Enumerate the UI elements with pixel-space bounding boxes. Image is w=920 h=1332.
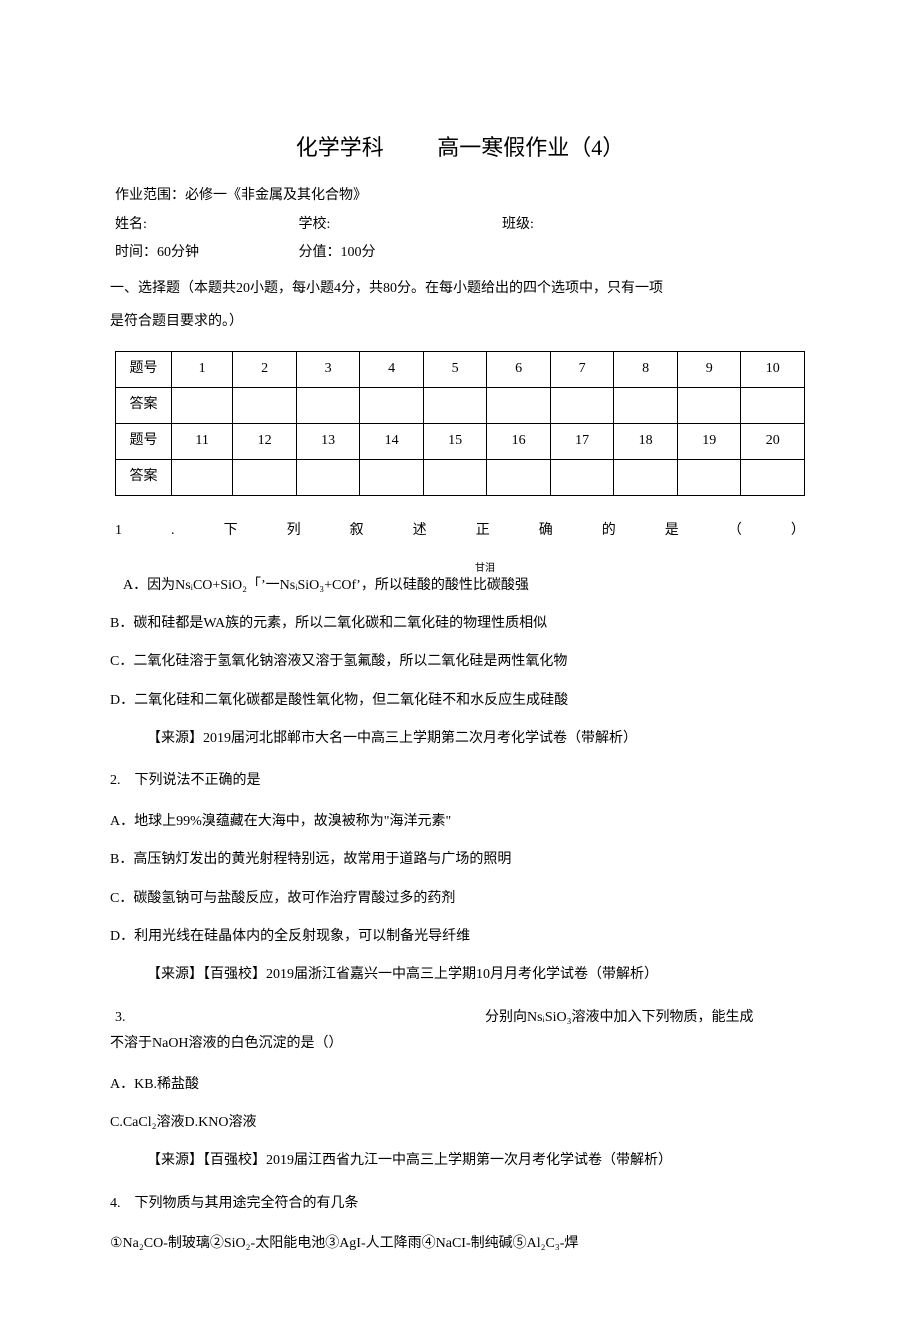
q1-option-b: B．碳和硅都是WA族的元素，所以二氧化碳和二氧化硅的物理性质相似 [110, 613, 805, 635]
cell: 20 [741, 424, 805, 460]
q3-stem-row: 3. 分别向NsᵢSiO₃溶液中加入下列物质，能生成 [115, 1007, 805, 1029]
cell [233, 388, 297, 424]
row-label: 题号 [116, 424, 172, 460]
q1-stem: 1 . 下 列 叙 述 正 确 的 是 （ ） [115, 520, 805, 542]
q1-source: 【来源】2019届河北邯郸市大名一中高三上学期第二次月考化学试卷（带解析） [147, 728, 805, 750]
q2-source: 【来源】【百强校】2019届浙江省嘉兴一中高三上学期10月月考化学试卷（带解析） [147, 964, 805, 986]
q1-option-a: A．因为NsᵢCO+SiO₂「ʼ一NsᵢSiO₃+COfʼ，所以硅酸的酸性比碳酸… [123, 575, 805, 597]
cell [614, 388, 678, 424]
cell: 2 [233, 352, 297, 388]
cell [233, 460, 297, 496]
q3-option-ab: A．KB.稀盐酸 [110, 1074, 805, 1096]
cell [296, 388, 360, 424]
q1-char: ） [791, 520, 805, 542]
q2-option-a: A．地球上99%溴蕴藏在大海中，故溴被称为"海洋元素" [110, 811, 805, 833]
q4-line1: ①Na₂CO‐制玻璃②SiO₂‐太阳能电池③AgI‐人工降雨④NaCI‐制纯碱⑤… [110, 1233, 805, 1255]
cell: 17 [550, 424, 614, 460]
time-label: 时间：60分钟 [115, 242, 295, 264]
cell [296, 460, 360, 496]
class-label: 班级: [502, 214, 534, 236]
cell: 1 [172, 352, 233, 388]
answer-table: 题号 1 2 3 4 5 6 7 8 9 10 答案 题号 11 12 13 1… [115, 351, 805, 496]
cell [360, 388, 424, 424]
cell [423, 388, 487, 424]
table-row: 答案 [116, 460, 805, 496]
q1-option-d: D．二氧化硅和二氧化碳都是酸性氧化物，但二氧化硅不和水反应生成硅酸 [110, 690, 805, 712]
table-row: 答案 [116, 388, 805, 424]
cell: 9 [677, 352, 741, 388]
cell: 13 [296, 424, 360, 460]
cell: 6 [487, 352, 551, 388]
cell: 3 [296, 352, 360, 388]
cell: 15 [423, 424, 487, 460]
title-subject: 化学学科 [296, 130, 384, 165]
title-assignment: 高一寒假作业（4） [437, 130, 624, 165]
cell [487, 460, 551, 496]
cell: 18 [614, 424, 678, 460]
row-label: 答案 [116, 388, 172, 424]
cell [614, 460, 678, 496]
cell: 16 [487, 424, 551, 460]
row-label: 答案 [116, 460, 172, 496]
q1-dot: . [171, 520, 175, 542]
cell [172, 388, 233, 424]
cell [550, 388, 614, 424]
cell [360, 460, 424, 496]
cell: 14 [360, 424, 424, 460]
q3-stem-right: 分别向NsᵢSiO₃溶液中加入下列物质，能生成 [485, 1007, 805, 1029]
cell [741, 460, 805, 496]
cell: 7 [550, 352, 614, 388]
table-row: 题号 1 2 3 4 5 6 7 8 9 10 [116, 352, 805, 388]
cell: 5 [423, 352, 487, 388]
cell: 11 [172, 424, 233, 460]
q1-option-c: C．二氧化硅溶于氢氧化钠溶液又溶于氢氟酸，所以二氧化硅是两性氧化物 [110, 651, 805, 673]
q1-char: 叙 [350, 520, 364, 542]
row-label: 题号 [116, 352, 172, 388]
q1-num: 1 [115, 520, 122, 542]
q3-option-cd: C.CaCl₂溶液D.KNO溶液 [110, 1112, 805, 1134]
cell: 19 [677, 424, 741, 460]
cell: 10 [741, 352, 805, 388]
q1-char: 正 [476, 520, 490, 542]
q3-source: 【来源】【百强校】2019届江西省九江一中高三上学期第一次月考化学试卷（带解析） [147, 1150, 805, 1172]
cell [487, 388, 551, 424]
cell: 12 [233, 424, 297, 460]
q1-char: 述 [413, 520, 427, 542]
table-row: 题号 11 12 13 14 15 16 17 18 19 20 [116, 424, 805, 460]
cell [741, 388, 805, 424]
q1-char: 列 [287, 520, 301, 542]
cell [423, 460, 487, 496]
q2-option-b: B．高压钠灯发出的黄光射程特别远，故常用于道路与广场的照明 [110, 849, 805, 871]
school-label: 学校: [299, 214, 499, 236]
cell [172, 460, 233, 496]
cell: 4 [360, 352, 424, 388]
q2-option-c: C．碳酸氢钠可与盐酸反应，故可作治疗胃酸过多的药剂 [110, 888, 805, 910]
q2-stem: 2. 下列说法不正确的是 [110, 770, 805, 792]
q2-option-d: D．利用光线在硅晶体内的全反射现象，可以制备光导纤维 [110, 926, 805, 948]
scope-line: 作业范围：必修一《非金属及其化合物》 [115, 185, 805, 207]
cell [677, 388, 741, 424]
section-intro-2: 是符合题目要求的。） [110, 311, 805, 333]
q3-num: 3. [115, 1007, 485, 1029]
q4-stem: 4. 下列物质与其用途完全符合的有几条 [110, 1193, 805, 1215]
cell [550, 460, 614, 496]
cell [677, 460, 741, 496]
cell: 8 [614, 352, 678, 388]
time-score-line: 时间：60分钟 分值：100分 [115, 242, 805, 264]
score-label: 分值：100分 [299, 242, 376, 264]
q1-char: （ [728, 520, 742, 542]
section-intro-1: 一、选择题（本题共20小题，每小题4分，共80分。在每小题给出的四个选项中，只有… [110, 278, 805, 300]
name-school-class-line: 姓名: 学校: 班级: [115, 214, 805, 236]
q1-char: 是 [665, 520, 679, 542]
q1-char: 下 [224, 520, 238, 542]
name-label: 姓名: [115, 214, 295, 236]
q3-stem-cont: 不溶于NaOH溶液的白色沉淀的是（） [110, 1033, 805, 1055]
q1-char: 确 [539, 520, 553, 542]
q1-char: 的 [602, 520, 616, 542]
